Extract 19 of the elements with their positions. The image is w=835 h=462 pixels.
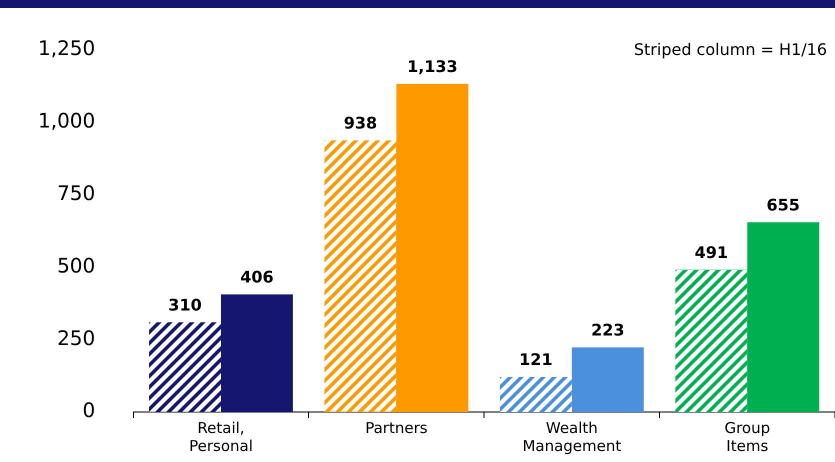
data-label: 406 xyxy=(240,268,274,287)
data-label: 938 xyxy=(344,114,378,133)
y-tick-label: 500 xyxy=(57,253,96,278)
data-label: 1,133 xyxy=(407,57,458,76)
annotation: Striped column = H1/16 xyxy=(634,40,827,59)
y-tick-label: 750 xyxy=(57,181,96,206)
data-label: 310 xyxy=(168,295,202,314)
data-label: 491 xyxy=(694,242,728,262)
y-tick-label: 1,250 xyxy=(38,36,96,60)
y-tick-label: 250 xyxy=(57,326,96,350)
x-tick-label: Partners xyxy=(365,418,428,437)
x-tick-label: Retail, Personal xyxy=(189,418,253,455)
data-label: 655 xyxy=(766,195,800,214)
x-tick-label: Group Items xyxy=(724,418,770,455)
x-tick-label: Wealth Management xyxy=(522,418,622,455)
y-tick-label: 0 xyxy=(82,398,96,422)
data-label: 121 xyxy=(519,350,553,370)
y-tick-label: 1,000 xyxy=(38,108,96,133)
data-label: 223 xyxy=(591,320,625,340)
